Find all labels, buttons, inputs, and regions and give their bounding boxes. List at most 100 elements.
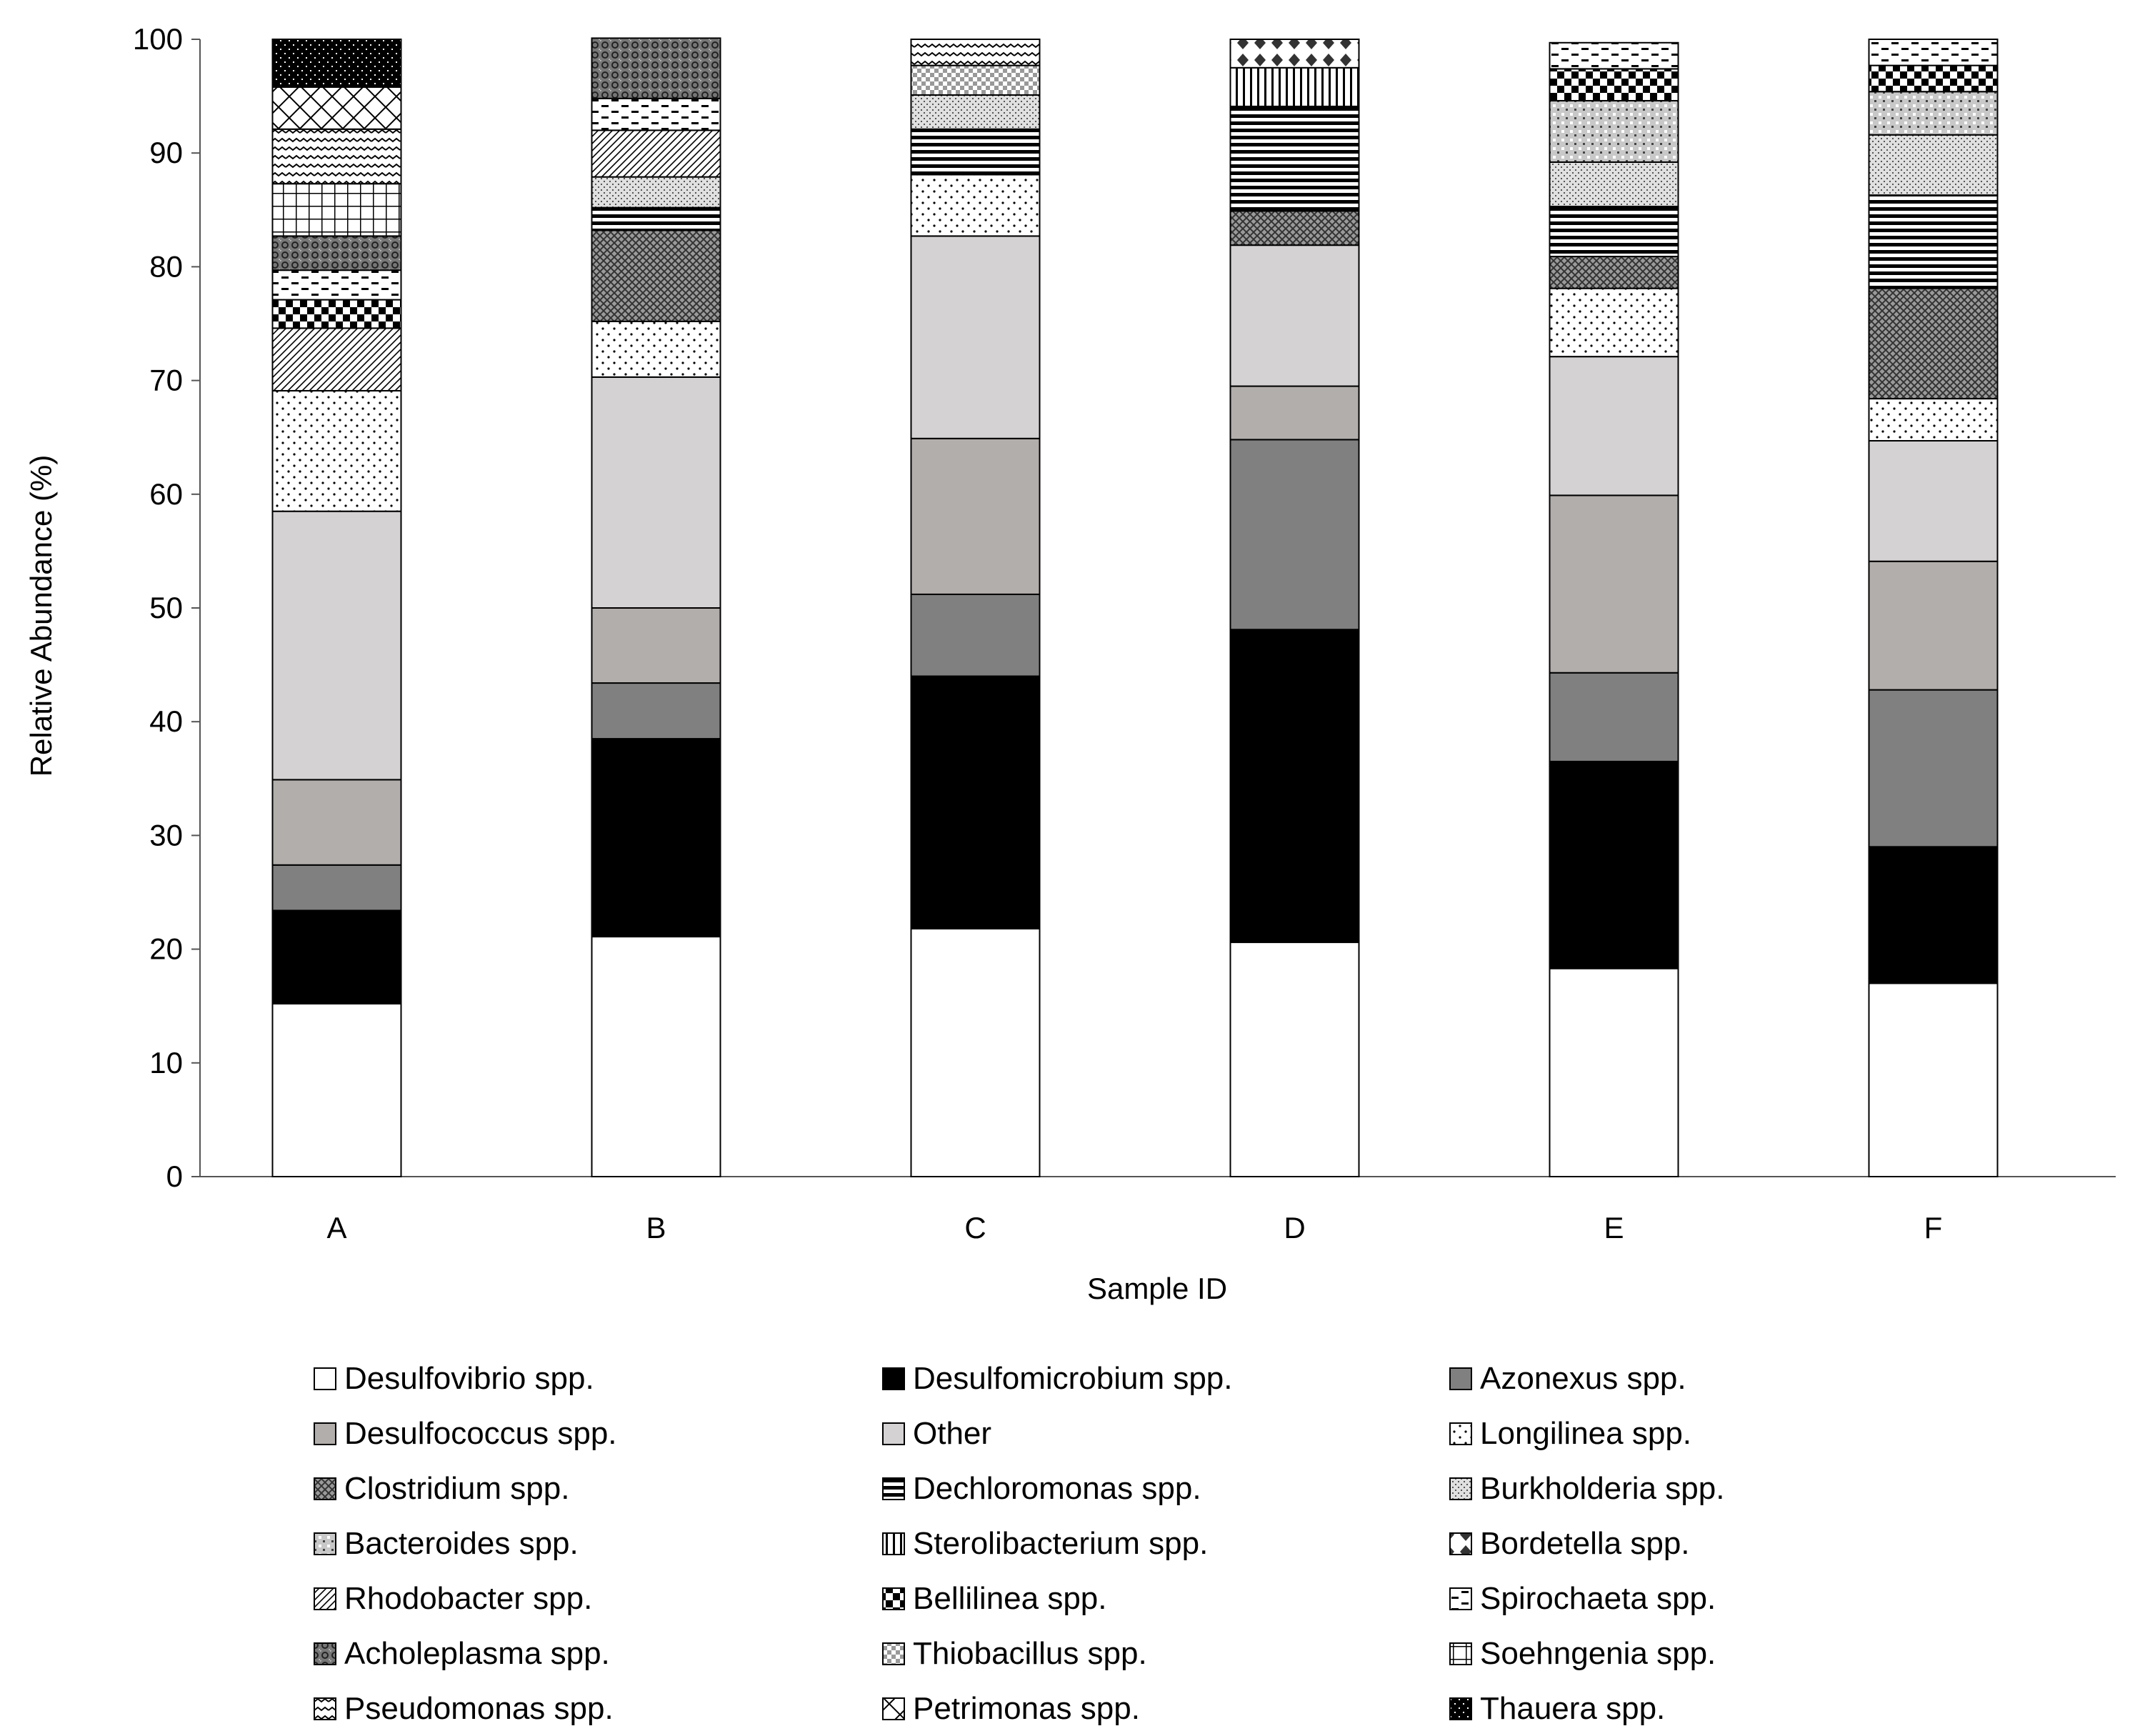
y-tick-label: 70: [149, 364, 183, 397]
y-tick-label: 40: [149, 704, 183, 738]
bar-segment: [591, 936, 721, 1177]
legend-swatch: [314, 1697, 336, 1720]
bar-segment: [1868, 689, 1999, 848]
bar-segment: [1229, 39, 1360, 69]
bar-segment: [271, 235, 402, 271]
bar-segment: [1868, 846, 1999, 984]
bar-segment: [271, 864, 402, 912]
legend-item: Longilinea spp.: [1449, 1416, 1691, 1451]
legend-swatch: [314, 1477, 336, 1500]
bar-segment: [1549, 161, 1679, 208]
bar-segment: [271, 779, 402, 866]
bar-stacks: [271, 37, 1999, 1177]
bar-segment: [271, 389, 402, 512]
bar-segment: [591, 320, 721, 378]
bar-segment: [1229, 210, 1360, 246]
legend-swatch: [314, 1532, 336, 1555]
legend-label: Other: [913, 1416, 991, 1451]
y-axis-ticks: 0 10 20 30 40 50 60 70 80 90 100: [133, 22, 200, 1193]
bar-segment: [591, 206, 721, 231]
legend-item: Dechloromonas spp.: [882, 1471, 1201, 1506]
x-axis-tick-labels: A B C D E F: [326, 1211, 1942, 1244]
bar-segment: [591, 176, 721, 209]
legend-label: Sterolibacterium spp.: [913, 1526, 1208, 1561]
bar-segment: [1229, 385, 1360, 441]
legend-item: Pseudomonas spp.: [314, 1691, 614, 1726]
bar-segment: [1868, 982, 1999, 1177]
legend-item: Bacteroides spp.: [314, 1526, 579, 1561]
x-axis-title: Sample ID: [1087, 1272, 1227, 1305]
bar-segment: [1229, 629, 1360, 944]
bar-segment: [271, 1003, 402, 1177]
legend-item: Bordetella spp.: [1449, 1526, 1690, 1561]
bar-segment: [1868, 64, 1999, 93]
bar-segment: [591, 738, 721, 938]
bar-segment: [1868, 560, 1999, 691]
legend-item: Clostridium spp.: [314, 1471, 569, 1506]
legend-swatch: [1449, 1422, 1472, 1445]
legend-swatch: [882, 1367, 905, 1390]
bar-segment: [1549, 356, 1679, 497]
bar-segment: [1549, 206, 1679, 258]
bar-segment: [1868, 39, 1999, 66]
legend-item: Azonexus spp.: [1449, 1361, 1686, 1396]
legend-item: Thiobacillus spp.: [882, 1636, 1147, 1671]
legend-item: Rhodobacter spp.: [314, 1581, 592, 1616]
legend-label: Burkholderia spp.: [1480, 1471, 1724, 1506]
legend-swatch: [882, 1587, 905, 1610]
bar-segment: [1868, 134, 1999, 196]
bar-stack-F: [1868, 39, 1999, 1177]
x-tick-label: B: [646, 1211, 666, 1244]
y-tick-label: 50: [149, 591, 183, 624]
legend-swatch: [882, 1697, 905, 1720]
legend-label: Soehngenia spp.: [1480, 1636, 1716, 1671]
bar-segment: [271, 510, 402, 781]
legend-label: Longilinea spp.: [1480, 1416, 1691, 1451]
legend-label: Dechloromonas spp.: [913, 1471, 1201, 1506]
legend-swatch: [314, 1587, 336, 1610]
legend-label: Bellilinea spp.: [913, 1581, 1107, 1616]
y-tick-label: 100: [133, 22, 183, 56]
bar-segment: [591, 229, 721, 322]
bar-segment: [591, 129, 721, 178]
bar-segment: [910, 94, 1041, 130]
x-tick-label: A: [326, 1211, 346, 1244]
bar-segment: [591, 682, 721, 740]
legend: Desulfovibrio spp. Desulfomicrobium spp. A…: [314, 1361, 1724, 1726]
bar-stack-C: [910, 39, 1041, 1177]
bar-segment: [271, 909, 402, 1005]
legend-label: Spirochaeta spp.: [1480, 1581, 1716, 1616]
bar-segment: [1549, 99, 1679, 163]
legend-swatch: [1449, 1697, 1472, 1720]
x-tick-label: F: [1924, 1211, 1943, 1244]
legend-label: Thauera spp.: [1480, 1691, 1665, 1726]
bar-segment: [910, 235, 1041, 439]
legend-swatch: [1449, 1587, 1472, 1610]
legend-item: Thauera spp.: [1449, 1691, 1665, 1726]
bar-segment: [1868, 194, 1999, 289]
bar-segment: [271, 128, 402, 185]
bar-segment: [1868, 439, 1999, 562]
bar-segment: [1229, 244, 1360, 387]
y-tick-label: 30: [149, 818, 183, 852]
bar-segment: [1549, 967, 1679, 1177]
bar-stack-D: [1229, 39, 1360, 1177]
bar-segment: [910, 437, 1041, 595]
legend-item: Desulfomicrobium spp.: [882, 1361, 1233, 1396]
legend-label: Bordetella spp.: [1480, 1526, 1690, 1561]
legend-swatch: [1449, 1367, 1472, 1390]
bar-segment: [1549, 494, 1679, 674]
legend-swatch: [882, 1532, 905, 1555]
bar-segment: [1549, 287, 1679, 358]
legend-label: Azonexus spp.: [1480, 1361, 1686, 1396]
bar-segment: [591, 607, 721, 684]
legend-swatch: [882, 1477, 905, 1500]
legend-item: Desulfovibrio spp.: [314, 1361, 594, 1396]
legend-label: Desulfomicrobium spp.: [913, 1361, 1233, 1396]
plot-area: 0 10 20 30 40 50 60 70 80 90 100 A B C D E F: [133, 22, 2116, 1244]
bar-segment: [910, 927, 1041, 1177]
bar-segment: [591, 97, 721, 131]
legend-item: Bellilinea spp.: [882, 1581, 1107, 1616]
bar-segment: [271, 86, 402, 130]
